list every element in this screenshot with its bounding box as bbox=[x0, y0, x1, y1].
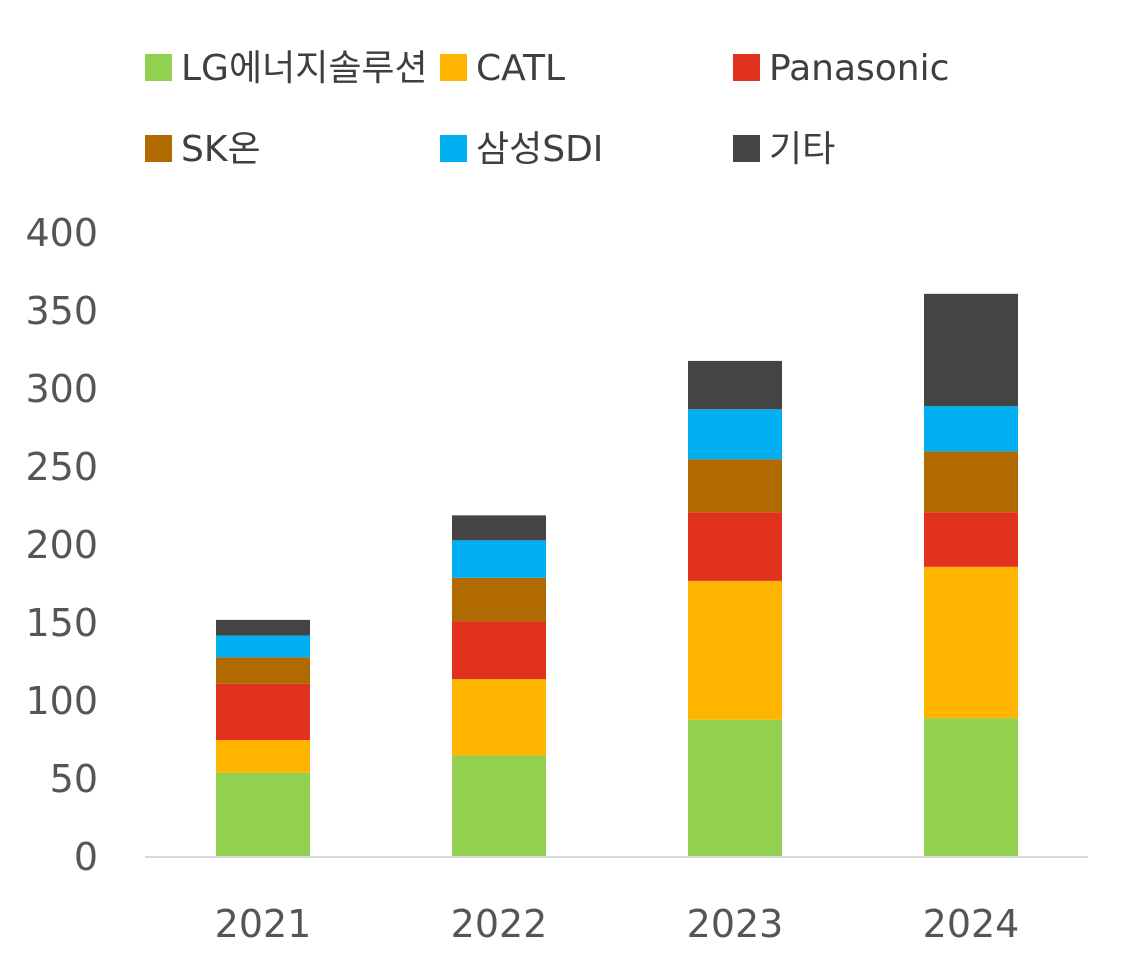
legend-swatch bbox=[440, 135, 467, 162]
legend-label: CATL bbox=[476, 48, 565, 89]
legend-swatch bbox=[145, 135, 172, 162]
legend-swatch bbox=[440, 54, 467, 81]
bar-segment bbox=[452, 540, 546, 578]
bar-segment bbox=[688, 409, 782, 460]
bar-segment bbox=[216, 635, 310, 658]
bars bbox=[216, 293, 1018, 857]
y-tick-label: 50 bbox=[50, 757, 98, 801]
legend-swatch bbox=[733, 135, 760, 162]
x-axis: 2021 2022 2023 2024 bbox=[215, 902, 1020, 946]
y-tick-label: 400 bbox=[25, 211, 98, 255]
bar-segment bbox=[924, 566, 1018, 719]
bar-segment bbox=[216, 740, 310, 773]
y-tick-label: 200 bbox=[25, 523, 98, 567]
legend-item: 삼성SDI bbox=[440, 129, 603, 170]
bar-segment bbox=[924, 406, 1018, 452]
bar-segment bbox=[452, 755, 546, 857]
legend: LG에너지솔루션 CATL Panasonic SK온 삼성SDI 기타 bbox=[145, 48, 949, 170]
legend-label: SK온 bbox=[181, 129, 261, 170]
y-axis: 0 50 100 150 200 250 300 350 400 bbox=[25, 211, 98, 879]
y-tick-label: 300 bbox=[25, 367, 98, 411]
bar-segment bbox=[688, 360, 782, 410]
bar-segment bbox=[924, 293, 1018, 407]
bar-segment bbox=[688, 719, 782, 857]
legend-item: SK온 bbox=[145, 129, 261, 170]
legend-swatch bbox=[733, 54, 760, 81]
legend-item: 기타 bbox=[733, 129, 835, 170]
y-tick-label: 100 bbox=[25, 679, 98, 723]
x-tick-label: 2024 bbox=[923, 902, 1020, 946]
x-tick-label: 2021 bbox=[215, 902, 312, 946]
y-tick-label: 150 bbox=[25, 601, 98, 645]
bar-segment bbox=[452, 515, 546, 541]
bar-segment bbox=[216, 619, 310, 636]
bar-segment bbox=[924, 718, 1018, 857]
bar-segment bbox=[216, 683, 310, 740]
bar-segment bbox=[688, 580, 782, 720]
legend-label: 삼성SDI bbox=[476, 129, 603, 170]
x-tick-label: 2023 bbox=[687, 902, 784, 946]
x-tick-label: 2022 bbox=[451, 902, 548, 946]
bar-segment bbox=[216, 657, 310, 684]
bar-segment bbox=[924, 512, 1018, 567]
y-tick-label: 250 bbox=[25, 445, 98, 489]
legend-label: 기타 bbox=[769, 129, 835, 170]
bar-segment bbox=[688, 512, 782, 581]
y-tick-label: 0 bbox=[74, 835, 98, 879]
bar-segment bbox=[216, 772, 310, 857]
bar-segment bbox=[452, 621, 546, 680]
bar-segment bbox=[452, 679, 546, 756]
legend-swatch bbox=[145, 54, 172, 81]
legend-item: Panasonic bbox=[733, 48, 949, 89]
legend-label: LG에너지솔루션 bbox=[181, 48, 428, 89]
legend-label: Panasonic bbox=[769, 48, 949, 89]
bar-segment bbox=[452, 577, 546, 622]
bar-segment bbox=[924, 451, 1018, 513]
y-tick-label: 350 bbox=[25, 289, 98, 333]
legend-item: CATL bbox=[440, 48, 565, 89]
bar-segment bbox=[688, 459, 782, 513]
legend-item: LG에너지솔루션 bbox=[145, 48, 428, 89]
